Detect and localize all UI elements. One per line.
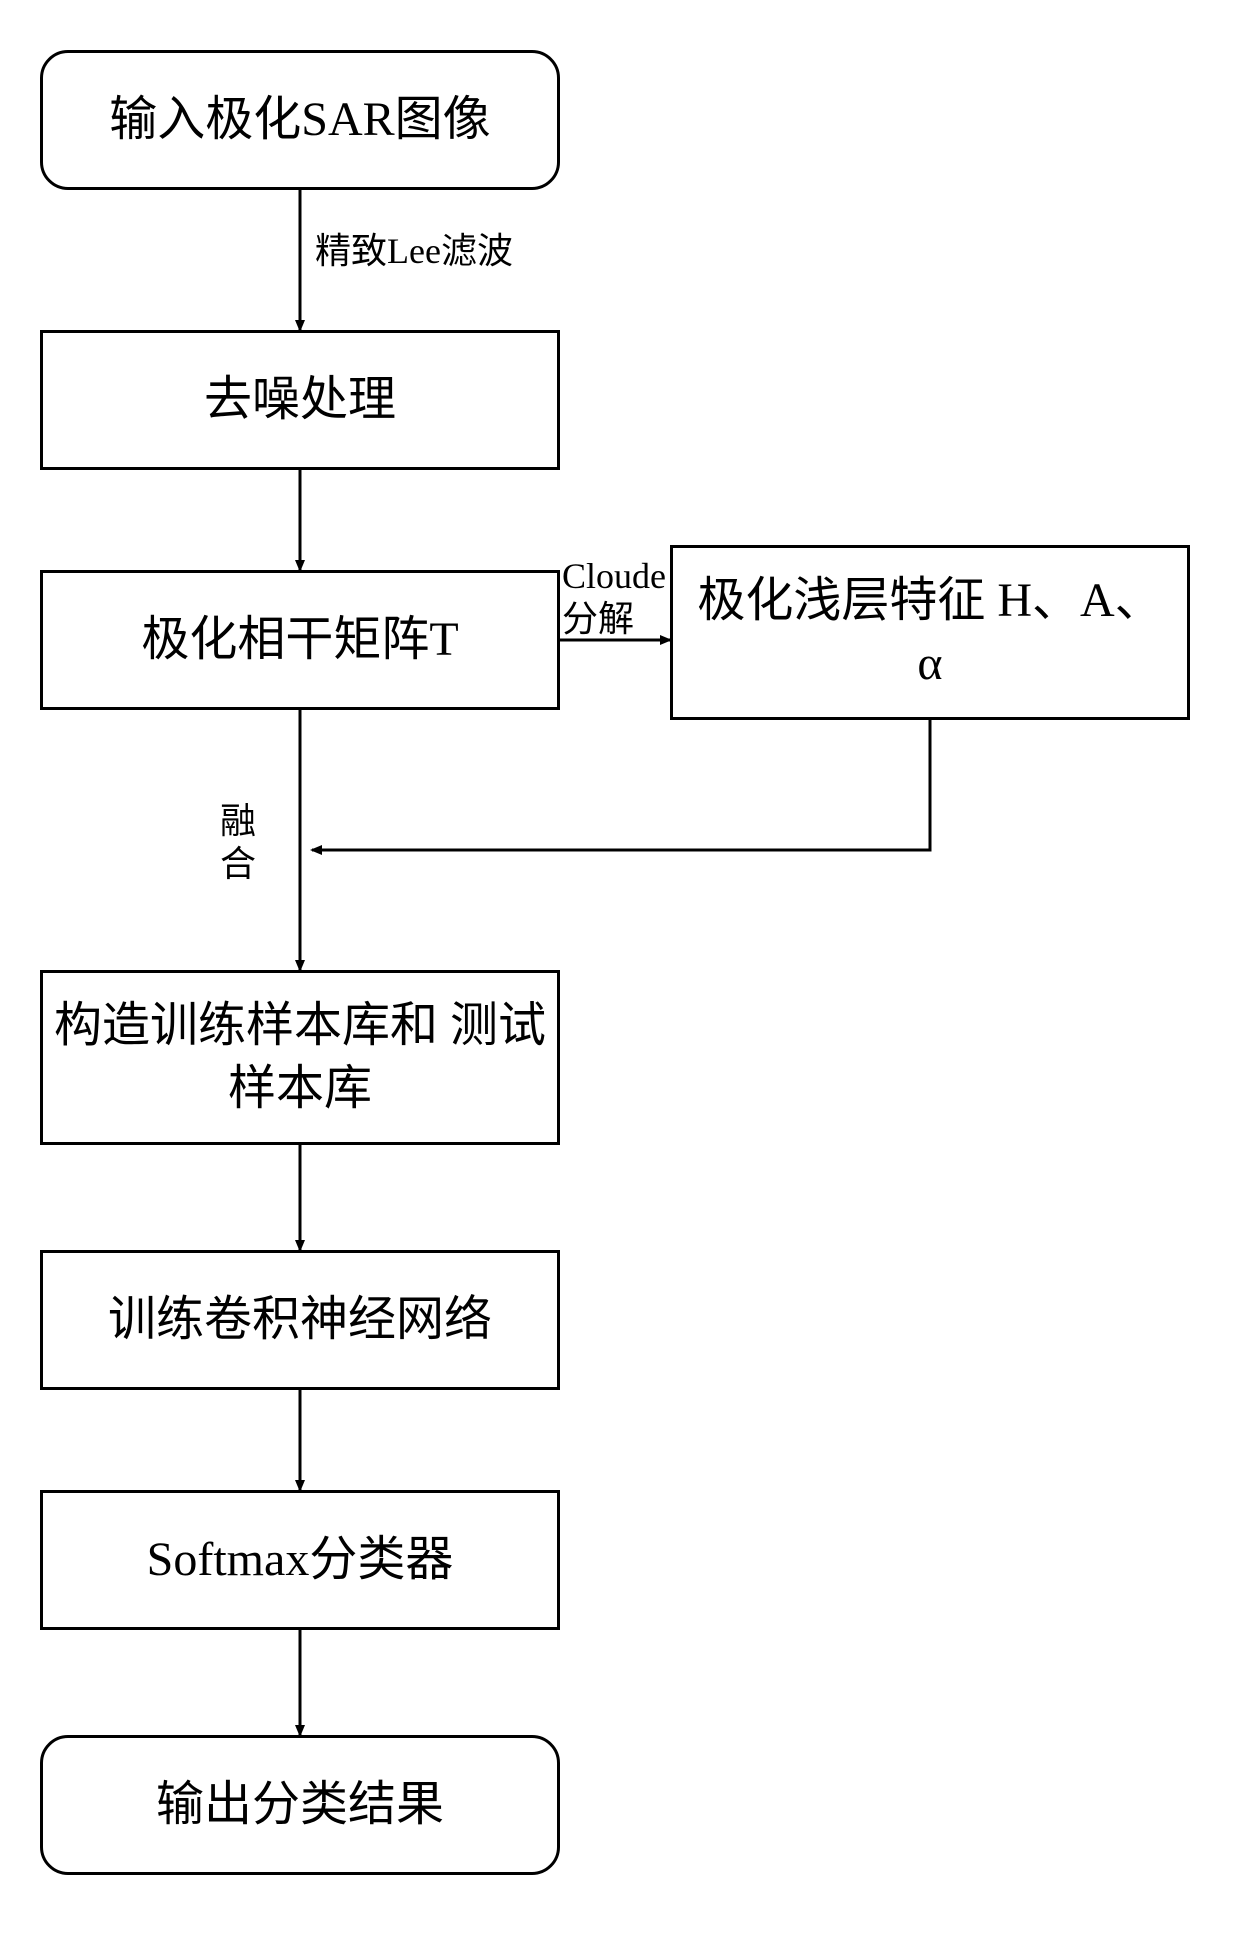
edge-label-fuse: 融 合: [220, 800, 256, 886]
flow-node-softmax: Softmax分类器: [40, 1490, 560, 1630]
flow-node-denoise: 去噪处理: [40, 330, 560, 470]
flow-node-output: 输出分类结果: [40, 1735, 560, 1875]
flow-node-samples: 构造训练样本库和 测试样本库: [40, 970, 560, 1145]
flow-node-shallow-feat: 极化浅层特征 H、A、 α: [670, 545, 1190, 720]
flow-node-input: 输入极化SAR图像: [40, 50, 560, 190]
edge-label-cloude: Cloude 分解: [562, 555, 666, 641]
flow-node-train-cnn: 训练卷积神经网络: [40, 1250, 560, 1390]
flow-node-coherency: 极化相干矩阵T: [40, 570, 560, 710]
edge-label-lee: 精致Lee滤波: [315, 230, 513, 273]
